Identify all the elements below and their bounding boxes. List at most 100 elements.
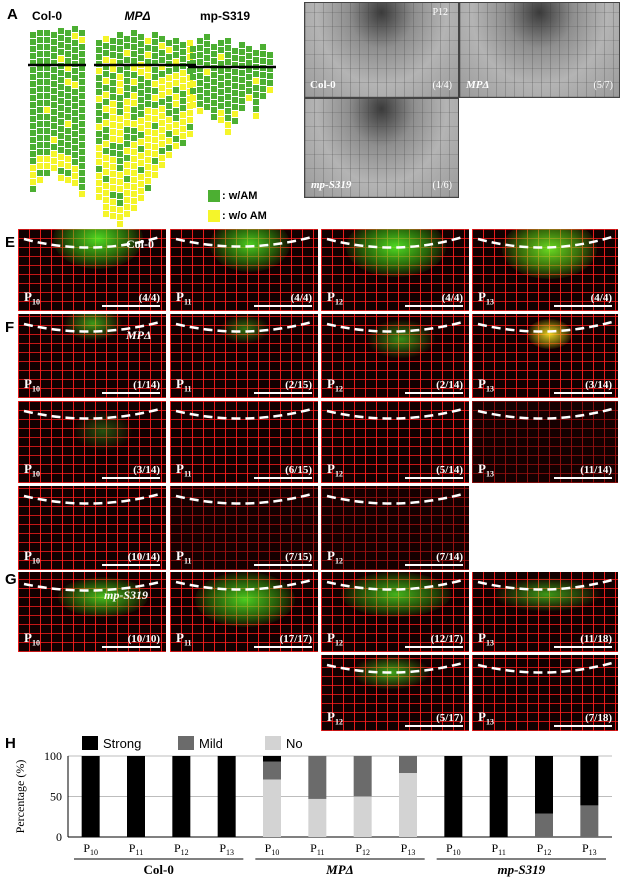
bar-strong-1 bbox=[127, 756, 145, 837]
am-cell bbox=[197, 101, 203, 107]
am-cell bbox=[37, 37, 43, 43]
am-cell bbox=[51, 151, 57, 157]
am-cell bbox=[79, 114, 85, 120]
bar-mild-5 bbox=[308, 756, 327, 799]
confocal-f-r2-p13-stage: P13 bbox=[478, 461, 494, 479]
am-cell bbox=[117, 193, 123, 199]
am-cell bbox=[124, 92, 130, 98]
am-cell bbox=[159, 64, 165, 70]
am-cell bbox=[180, 77, 186, 83]
am-cell bbox=[145, 115, 151, 121]
am-cell bbox=[103, 197, 109, 203]
am-cell bbox=[166, 138, 172, 144]
am-cell bbox=[152, 39, 158, 45]
am-cell bbox=[30, 151, 36, 157]
am-cell bbox=[30, 88, 36, 94]
am-cell bbox=[253, 106, 259, 112]
am-cell bbox=[204, 62, 210, 68]
am-cell bbox=[131, 37, 137, 43]
am-cell bbox=[166, 68, 172, 74]
am-cell bbox=[30, 39, 36, 45]
am-cell bbox=[96, 138, 102, 144]
am-cell bbox=[166, 124, 172, 130]
am-cell bbox=[166, 96, 172, 102]
am-cell bbox=[44, 51, 50, 57]
stage-number: 12 bbox=[334, 298, 343, 307]
am-cell bbox=[190, 67, 196, 73]
confocal-g-r2-p13: P13 (7/18) bbox=[472, 655, 618, 731]
am-cell bbox=[152, 60, 158, 66]
am-cell bbox=[159, 120, 165, 126]
am-cell bbox=[72, 180, 78, 186]
am-cell bbox=[218, 103, 224, 109]
am-cell bbox=[51, 158, 57, 164]
am-cell bbox=[159, 92, 165, 98]
am-cell bbox=[173, 45, 179, 51]
legend-swatch-no bbox=[265, 736, 281, 750]
am-cell bbox=[159, 43, 165, 49]
am-cell bbox=[131, 121, 137, 127]
am-cell bbox=[232, 111, 238, 117]
legend-swatch-mild bbox=[178, 736, 194, 750]
am-cell bbox=[225, 59, 231, 65]
confocal-g-r1-p12-stage: P12 bbox=[327, 630, 343, 648]
bar-strong-2 bbox=[172, 756, 191, 837]
am-cell bbox=[218, 82, 224, 88]
am-cell bbox=[103, 183, 109, 189]
am-cell bbox=[37, 107, 43, 113]
am-cell bbox=[58, 175, 64, 181]
am-cell bbox=[65, 79, 71, 85]
am-cell bbox=[267, 73, 273, 79]
am-cell bbox=[166, 145, 172, 151]
confocal-f-r3-p12: P12 (7/14) bbox=[321, 486, 469, 570]
am-cell bbox=[218, 117, 224, 123]
bar-strong-10 bbox=[535, 756, 553, 814]
am-cell bbox=[103, 176, 109, 182]
am-cell bbox=[58, 105, 64, 111]
am-cell bbox=[173, 129, 179, 135]
am-cell bbox=[79, 184, 85, 190]
confocal-f-r3-p12-stage: P12 bbox=[327, 548, 343, 566]
am-cell bbox=[218, 96, 224, 102]
am-cell bbox=[246, 95, 252, 101]
am-cell bbox=[152, 88, 158, 94]
x-tick-label: P11 bbox=[129, 841, 143, 857]
am-cell bbox=[131, 142, 137, 148]
am-cell bbox=[117, 95, 123, 101]
am-cell bbox=[260, 44, 266, 50]
am-cell bbox=[65, 30, 71, 36]
am-cell bbox=[58, 70, 64, 76]
am-cell bbox=[138, 174, 144, 180]
am-cell bbox=[246, 67, 252, 73]
stage-number: 11 bbox=[183, 385, 192, 394]
am-cell bbox=[58, 77, 64, 83]
am-cell bbox=[260, 93, 266, 99]
am-cell bbox=[225, 87, 231, 93]
confocal-f-r1-p11-stage: P11 bbox=[176, 376, 192, 394]
y-tick-label: 50 bbox=[50, 790, 62, 804]
am-cell bbox=[37, 51, 43, 57]
am-cell bbox=[190, 46, 196, 52]
am-cell bbox=[138, 90, 144, 96]
am-cell bbox=[218, 40, 224, 46]
am-cell bbox=[58, 133, 64, 139]
am-cell bbox=[96, 173, 102, 179]
am-cell bbox=[79, 58, 85, 64]
am-cell bbox=[232, 83, 238, 89]
confocal-e-p11-stage: P11 bbox=[176, 289, 192, 307]
am-cell bbox=[117, 123, 123, 129]
am-cell bbox=[44, 149, 50, 155]
am-cell bbox=[65, 156, 71, 162]
am-cell bbox=[159, 155, 165, 161]
am-cell bbox=[51, 32, 57, 38]
am-cell bbox=[72, 152, 78, 158]
am-cell bbox=[103, 85, 109, 91]
am-cell bbox=[131, 191, 137, 197]
am-cell bbox=[117, 53, 123, 59]
am-cell bbox=[110, 87, 116, 93]
am-cell bbox=[180, 126, 186, 132]
bar-mild-10 bbox=[535, 813, 553, 837]
am-cell bbox=[239, 91, 245, 97]
stage-number: 13 bbox=[485, 385, 494, 394]
am-cell bbox=[204, 69, 210, 75]
